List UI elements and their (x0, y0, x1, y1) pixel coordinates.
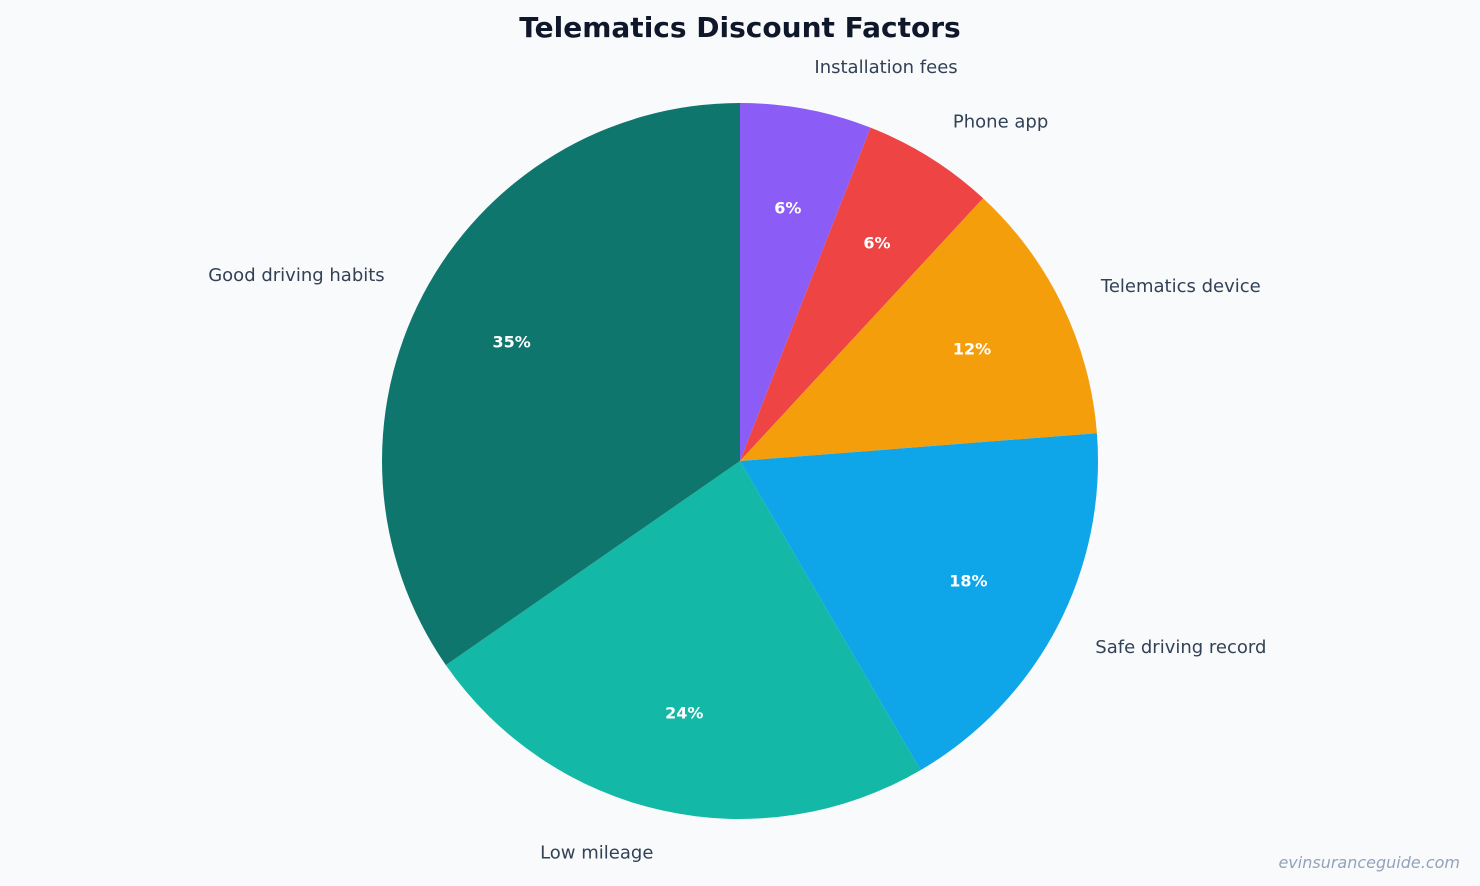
pie-slice-low-mileage (445, 461, 921, 819)
category-label-safe-driving-record: Safe driving record (1095, 637, 1266, 658)
category-label-telematics-device: Telematics device (1100, 276, 1261, 297)
percentage-labels: 6% 6% 12% 18% 24% 35% (492, 199, 991, 723)
category-label-low-mileage: Low mileage (540, 843, 653, 864)
percentage-label-phone-app: 6% (863, 234, 890, 253)
category-labels: Installation fees Phone app Telematics dev… (208, 57, 1266, 864)
pie-slices (382, 103, 1099, 819)
percentage-label-safe-driving-record: 18% (949, 572, 987, 591)
category-label-good-driving-habits: Good driving habits (208, 265, 384, 286)
percentage-label-installation-fees: 6% (774, 199, 801, 218)
percentage-label-good-driving-habits: 35% (492, 333, 530, 352)
pie-slice-installation-fees (740, 103, 871, 461)
category-label-phone-app: Phone app (953, 111, 1048, 132)
category-label-installation-fees: Installation fees (814, 57, 957, 78)
watermark: evinsuranceguide.com (1278, 853, 1460, 872)
pie-slice-good-driving-habits (382, 103, 740, 666)
chart-title: Telematics Discount Factors (519, 11, 960, 44)
pie-slice-telematics-device (740, 198, 1097, 461)
pie-slice-safe-driving-record (740, 433, 1099, 771)
percentage-label-telematics-device: 12% (953, 340, 991, 359)
percentage-label-low-mileage: 24% (665, 704, 703, 723)
pie-slice-phone-app (740, 127, 984, 462)
